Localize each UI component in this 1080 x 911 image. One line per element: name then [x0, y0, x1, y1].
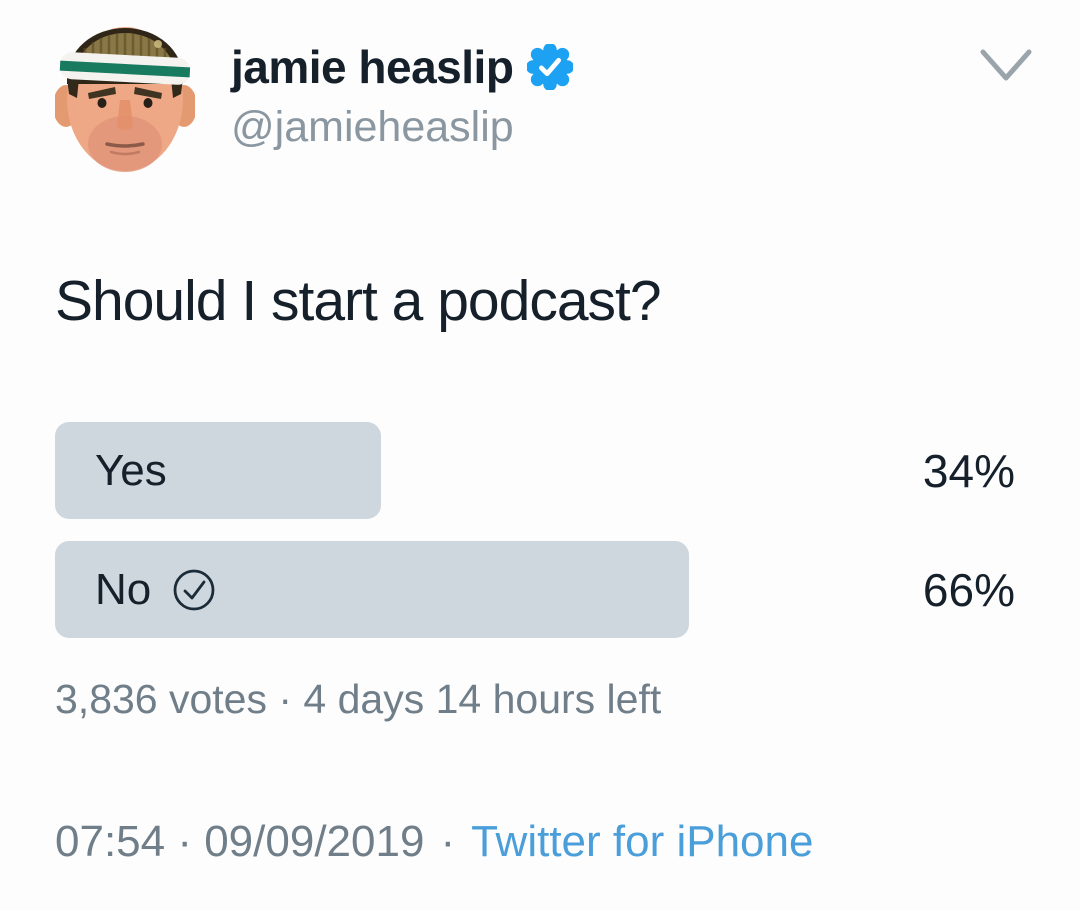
tweet-header: jamie heaslip @jamieheaslip	[53, 14, 1032, 174]
poll-option-label: No	[95, 564, 152, 614]
author-name[interactable]: jamie heaslip	[231, 41, 514, 93]
separator-dot: ·	[440, 817, 456, 866]
poll-option-label: Yes	[95, 445, 167, 495]
poll-bar-yes: Yes	[55, 422, 382, 519]
poll-option-percent: 66%	[922, 563, 1015, 616]
poll-question: Should I start a podcast?	[55, 269, 662, 333]
poll-bar-no: No	[55, 541, 689, 638]
chevron-down-icon[interactable]	[977, 46, 1035, 86]
poll: Yes 34% No 66% 3,836 votes · 4 days 14 h…	[55, 422, 1015, 723]
author-block: jamie heaslip @jamieheaslip	[231, 40, 575, 152]
verified-badge-icon	[526, 43, 575, 91]
voted-check-icon	[171, 567, 217, 613]
poll-option-percent: 34%	[922, 444, 1015, 497]
poll-meta: 3,836 votes · 4 days 14 hours left	[55, 676, 662, 722]
tweet-footer: 07:54 · 09/09/2019 · Twitter for iPhone	[55, 817, 1025, 867]
poll-option-yes: Yes 34%	[55, 422, 1015, 519]
avatar[interactable]	[53, 14, 197, 174]
source-link[interactable]: Twitter for iPhone	[471, 817, 814, 866]
author-handle[interactable]: @jamieheaslip	[231, 103, 514, 151]
avatar-memoji	[53, 27, 197, 172]
timestamp: 07:54 · 09/09/2019	[55, 817, 425, 866]
poll-option-no: No 66%	[55, 541, 1015, 638]
